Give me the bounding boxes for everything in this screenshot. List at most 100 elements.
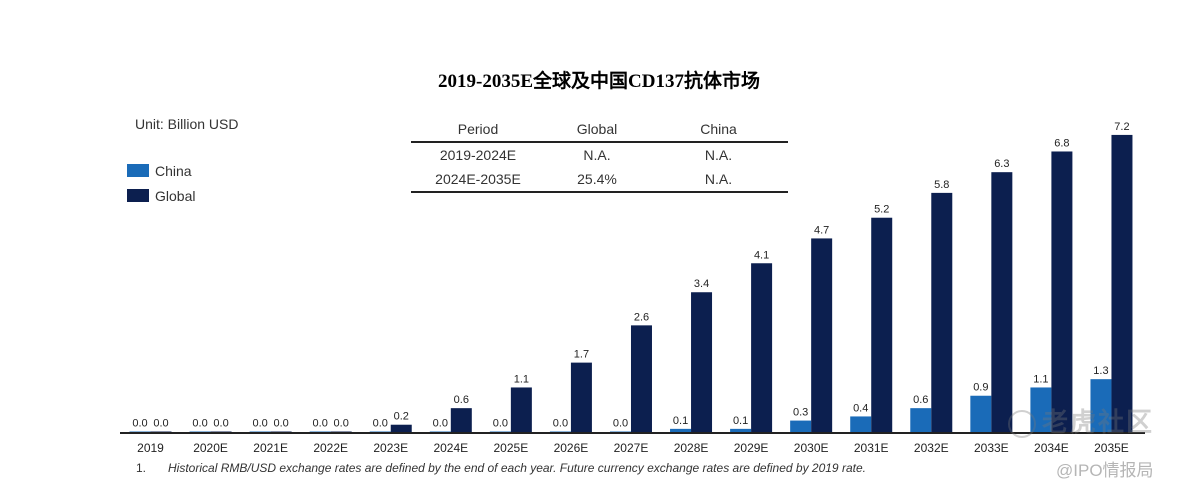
data-label-china: 0.0 bbox=[132, 418, 147, 430]
data-label-china: 0.0 bbox=[373, 418, 388, 430]
watermark-logo-icon bbox=[1008, 410, 1036, 439]
x-tick-label: 2032E bbox=[914, 441, 949, 455]
x-tick-label: 2027E bbox=[614, 441, 649, 455]
data-label-china: 0.9 bbox=[973, 382, 988, 394]
x-tick-label: 2025E bbox=[494, 441, 529, 455]
cagr-cell-global: N.A. bbox=[583, 147, 611, 163]
x-tick-label: 2021E bbox=[253, 441, 288, 455]
footnote-text: Historical RMB/USD exchange rates are de… bbox=[168, 461, 866, 475]
data-label-global: 0.0 bbox=[334, 418, 349, 430]
data-label-china: 0.3 bbox=[793, 407, 808, 419]
footnote: 1. Historical RMB/USD exchange rates are … bbox=[136, 461, 866, 475]
bar-china bbox=[1090, 379, 1112, 433]
chart-title: 2019-2035E全球及中国CD137抗体市场 bbox=[438, 71, 760, 92]
data-label-global: 0.0 bbox=[273, 418, 288, 430]
x-tick-labels: 2019 2020E 2021E 2022E 2023E 2024E 2025E 2026E 2… bbox=[137, 441, 1129, 455]
data-label-china: 0.0 bbox=[493, 418, 508, 430]
legend-label-global: Global bbox=[155, 187, 196, 204]
data-label-china: 0.0 bbox=[313, 418, 328, 430]
data-label-global: 5.2 bbox=[874, 204, 889, 216]
bar-global bbox=[450, 408, 472, 433]
x-tick-label: 2030E bbox=[794, 441, 829, 455]
data-label-global: 3.4 bbox=[694, 278, 709, 290]
legend-item-global: Global bbox=[127, 183, 195, 208]
data-label-global: 0.0 bbox=[153, 418, 168, 430]
bar-global bbox=[1051, 151, 1073, 434]
data-label-china: 1.1 bbox=[1033, 373, 1048, 385]
legend-item-china: China bbox=[127, 158, 195, 183]
cagr-header-period: Period bbox=[411, 117, 545, 143]
data-label-global: 1.7 bbox=[574, 349, 589, 361]
bar-global bbox=[570, 362, 592, 433]
x-tick-label: 2026E bbox=[554, 441, 589, 455]
cagr-header-row: Period Global China bbox=[411, 117, 788, 143]
data-label-china: 0.0 bbox=[192, 418, 207, 430]
data-label-global: 4.7 bbox=[814, 224, 829, 236]
x-tick-label: 2023E bbox=[373, 441, 408, 455]
data-label-global: 2.6 bbox=[634, 311, 649, 323]
cagr-cell-china: N.A. bbox=[649, 167, 788, 193]
watermark-brand-text: 老虎社区 bbox=[1042, 407, 1155, 437]
data-label-global: 5.8 bbox=[934, 179, 949, 191]
data-label-china: 0.0 bbox=[252, 418, 267, 430]
watermark-brand: 老虎社区 bbox=[1008, 402, 1154, 439]
x-tick-label: 2033E bbox=[974, 441, 1009, 455]
bar-global bbox=[751, 263, 773, 433]
data-label-global: 7.2 bbox=[1114, 121, 1129, 133]
legend-swatch-china bbox=[127, 164, 149, 177]
bar-china bbox=[670, 428, 692, 433]
bar-group: 0.0 0.0 0.0 0.0 0.0 0.0 0.0 0.0 0.0 0.2 0.0 0.6 0.0 1… bbox=[129, 121, 1133, 434]
cagr-row: 2024E-2035E 25.4% N.A. bbox=[411, 167, 788, 193]
bar-global bbox=[510, 387, 532, 433]
data-label-global: 4.1 bbox=[754, 249, 769, 261]
data-label-china: 0.6 bbox=[913, 394, 928, 406]
bar-china bbox=[730, 428, 752, 433]
watermark-handle: @IPO情报局 bbox=[1056, 461, 1154, 480]
cagr-cell-global: 25.4% bbox=[545, 167, 649, 193]
data-label-global: 0.2 bbox=[394, 411, 409, 423]
cagr-cell-china: N.A. bbox=[704, 147, 733, 163]
cagr-cell-period: 2024E-2035E bbox=[411, 167, 545, 193]
footnote-number: 1. bbox=[136, 461, 147, 475]
x-tick-label: 2022E bbox=[313, 441, 348, 455]
data-label-china: 0.0 bbox=[613, 418, 628, 430]
data-label-global: 1.1 bbox=[514, 373, 529, 385]
x-tick-label: 2028E bbox=[674, 441, 709, 455]
bar-china bbox=[850, 416, 872, 433]
data-label-global: 0.6 bbox=[454, 394, 469, 406]
bar-china bbox=[970, 395, 992, 433]
x-tick-label: 2020E bbox=[193, 441, 228, 455]
bar-global bbox=[390, 424, 412, 433]
data-label-china: 0.0 bbox=[433, 418, 448, 430]
data-label-china: 0.0 bbox=[553, 418, 568, 430]
bar-china bbox=[790, 420, 812, 433]
data-label-global: 0.0 bbox=[213, 418, 228, 430]
data-label-china: 0.1 bbox=[673, 415, 688, 427]
cagr-table: Period Global China 2019-2024E N.A. N.A.… bbox=[411, 117, 788, 193]
bar-global bbox=[871, 217, 893, 433]
legend-swatch-global bbox=[127, 189, 149, 202]
x-tick-label: 2019 bbox=[137, 441, 164, 455]
x-tick-label: 2029E bbox=[734, 441, 769, 455]
cagr-header-global: Global bbox=[545, 117, 649, 143]
bar-global bbox=[931, 192, 953, 433]
x-tick-label: 2035E bbox=[1094, 441, 1129, 455]
data-label-global: 6.8 bbox=[1054, 137, 1069, 149]
data-label-china: 1.3 bbox=[1093, 365, 1108, 377]
x-tick-label: 2031E bbox=[854, 441, 889, 455]
x-tick-label: 2024E bbox=[433, 441, 468, 455]
cagr-cell-period: 2019-2024E bbox=[439, 147, 517, 163]
data-label-china: 0.1 bbox=[733, 415, 748, 427]
legend-label-china: China bbox=[155, 162, 192, 179]
bar-global bbox=[630, 325, 652, 433]
bar-china bbox=[910, 408, 932, 433]
cagr-header-china: China bbox=[649, 117, 788, 143]
bar-global bbox=[1111, 134, 1133, 434]
x-tick-label: 2034E bbox=[1034, 441, 1069, 455]
data-label-global: 6.3 bbox=[994, 158, 1009, 170]
bar-global bbox=[811, 238, 833, 433]
legend: China Global bbox=[127, 158, 195, 208]
cagr-row: 2019-2024E N.A. N.A. bbox=[411, 142, 788, 167]
data-label-china: 0.4 bbox=[853, 402, 868, 414]
